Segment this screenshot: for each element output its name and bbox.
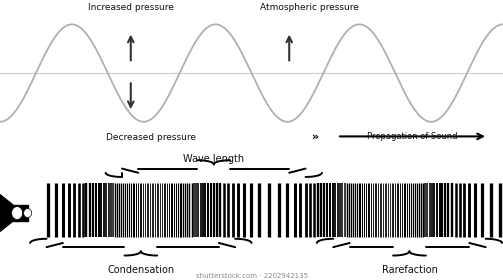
Text: Increased pressure: Increased pressure: [88, 3, 174, 12]
Text: Wave length: Wave length: [183, 154, 244, 164]
Ellipse shape: [12, 207, 23, 220]
Text: Atmospheric pressure: Atmospheric pressure: [260, 3, 359, 12]
Polygon shape: [0, 195, 13, 232]
Text: Condensation: Condensation: [107, 265, 175, 275]
Text: »: »: [312, 131, 319, 141]
Text: shutterstock.com · 2202942135: shutterstock.com · 2202942135: [196, 273, 307, 279]
Text: Rarefaction: Rarefaction: [381, 265, 438, 275]
Ellipse shape: [24, 209, 32, 218]
Text: Decreased pressure: Decreased pressure: [106, 133, 196, 142]
Polygon shape: [13, 205, 28, 221]
Text: Propagation of Sound: Propagation of Sound: [367, 132, 458, 141]
